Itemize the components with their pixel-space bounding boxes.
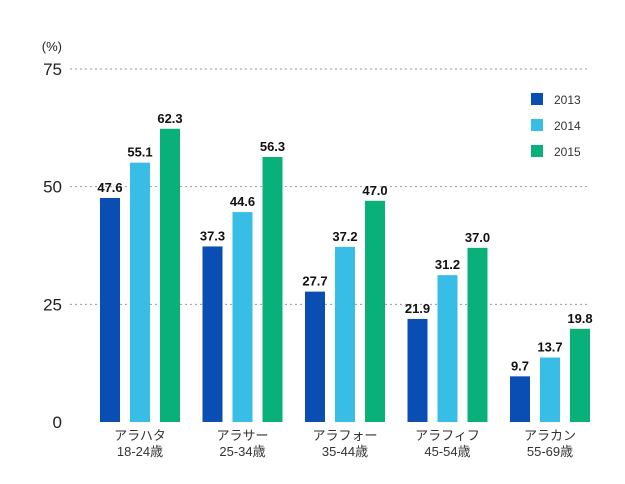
bar-2014 xyxy=(540,357,560,422)
bar-2014 xyxy=(232,212,253,422)
bar-2013 xyxy=(510,376,530,422)
data-label: 19.8 xyxy=(567,311,592,326)
bar-2015 xyxy=(570,328,590,422)
category-label: 45-54歳 xyxy=(424,444,470,459)
bar-2015 xyxy=(160,128,180,423)
data-labels: 47.6 55.1 62.3 37.3 44.6 56.3 27.7 37.2 47.0 21.9… xyxy=(97,111,592,374)
legend-label: 2014 xyxy=(554,119,581,133)
data-label: 37.3 xyxy=(200,228,225,243)
data-label: 37.2 xyxy=(332,229,357,244)
bar-2014 xyxy=(335,246,355,422)
legend-label: 2015 xyxy=(554,145,581,159)
data-label: 56.3 xyxy=(260,139,285,154)
bar-2014 xyxy=(437,275,458,422)
category-label: アラサー xyxy=(216,428,268,443)
grid-lines xyxy=(70,68,590,305)
legend: 2013 2014 2015 xyxy=(531,93,581,159)
legend-swatch-2015 xyxy=(531,145,543,157)
bar-2015 xyxy=(262,157,283,423)
data-label: 55.1 xyxy=(127,145,152,160)
data-label: 13.7 xyxy=(537,340,562,355)
bar-2014 xyxy=(130,162,150,423)
data-label: 37.0 xyxy=(465,230,490,245)
data-label: 47.6 xyxy=(97,180,122,195)
bar-2013 xyxy=(407,318,428,422)
y-axis-unit-label: (%) xyxy=(42,39,62,54)
bar-2013 xyxy=(100,197,120,422)
y-tick-label: 75 xyxy=(43,60,62,79)
category-label: アラハタ xyxy=(114,428,166,443)
bar-2015 xyxy=(365,200,385,422)
bar-2015 xyxy=(467,247,488,422)
data-label: 21.9 xyxy=(405,301,430,316)
bar-2013 xyxy=(202,246,223,422)
category-label: アラフォー xyxy=(312,428,377,443)
legend-swatch-2014 xyxy=(531,119,543,131)
data-label: 9.7 xyxy=(511,358,529,373)
category-label: 18-24歳 xyxy=(117,444,163,459)
bars xyxy=(100,128,590,423)
data-label: 44.6 xyxy=(230,194,255,209)
y-tick-label: 25 xyxy=(43,295,62,314)
data-label: 31.2 xyxy=(435,257,460,272)
data-label: 47.0 xyxy=(362,183,387,198)
y-axis: (%) 0 25 50 75 xyxy=(42,39,62,432)
y-tick-label: 0 xyxy=(53,413,62,432)
legend-label: 2013 xyxy=(554,93,581,107)
data-label: 62.3 xyxy=(157,111,182,126)
bar-2013 xyxy=(305,291,325,422)
data-label: 27.7 xyxy=(302,274,327,289)
category-label: アラフィフ xyxy=(415,428,480,443)
category-label: アラカン xyxy=(524,428,576,443)
category-label: 25-34歳 xyxy=(219,444,265,459)
legend-swatch-2013 xyxy=(531,93,543,105)
y-tick-label: 50 xyxy=(43,178,62,197)
category-label: 55-69歳 xyxy=(527,444,573,459)
category-label: 35-44歳 xyxy=(322,444,368,459)
